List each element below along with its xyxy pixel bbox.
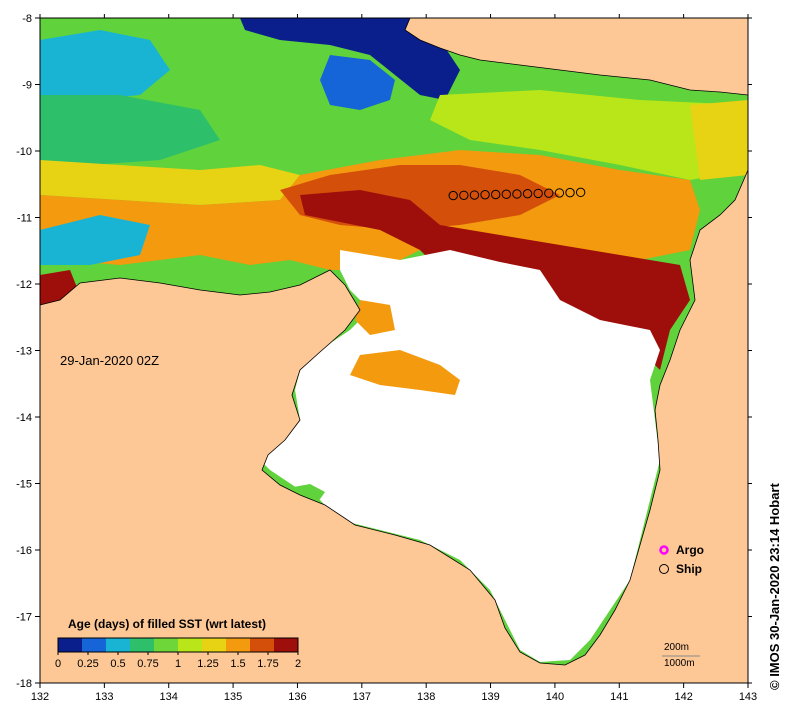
colorbar-swatch [130, 638, 155, 652]
y-axis: -8 -9 -10 -11 -12 -13 -14 -15 -16 -17 -18 [16, 13, 752, 690]
colorbar-label: 0.25 [77, 658, 98, 670]
y-tick-label: -9 [22, 80, 32, 92]
ship-track [448, 187, 586, 201]
colorbar-swatch [202, 638, 227, 652]
colorbar-swatch [154, 638, 179, 652]
land-new-guinea [404, 18, 748, 96]
y-tick-label: -18 [16, 678, 32, 690]
colorbar-label: 0 [55, 658, 61, 670]
x-tick-label: 133 [95, 691, 113, 703]
colorbar-label: 1 [175, 658, 181, 670]
colorbar-labels: 0 0.25 0.5 0.75 1 1.25 1.5 1.75 2 [55, 652, 301, 670]
y-tick-label: -11 [17, 213, 32, 225]
legend-argo-label: Argo [676, 543, 704, 557]
x-tick-label: 135 [224, 691, 242, 703]
y-tick-label: -13 [16, 346, 32, 358]
land-cape-york [40, 169, 748, 683]
ship-marker-icon [659, 564, 669, 574]
legend: Argo Ship [659, 543, 704, 576]
contour-200m-label: 200m [664, 642, 689, 653]
ship-position-marker [469, 190, 480, 200]
sst-band-yellow [40, 160, 300, 205]
y-tick-label: -15 [16, 479, 32, 491]
y-tick-label: -12 [16, 279, 32, 291]
colorbar-label: 0.75 [137, 658, 158, 670]
x-tick-label: 136 [288, 691, 306, 703]
sst-band-yellow-east [690, 100, 748, 180]
no-data-region [260, 250, 660, 662]
x-tick-label: 140 [546, 691, 564, 703]
x-tick-label: 139 [481, 691, 499, 703]
ship-position-marker [459, 190, 469, 200]
colorbar-title: Age (days) of filled SST (wrt latest) [68, 617, 266, 631]
y-tick-label: -8 [22, 13, 32, 25]
sst-band-lightgreen [430, 90, 748, 180]
sst-band-cyan-nw [40, 30, 170, 100]
x-axis: 132 133 134 135 136 137 138 139 140 141 142 143 [31, 14, 757, 703]
colorbar-label: 0.5 [110, 658, 125, 670]
credit-label: © IMOS 30-Jan-2020 23:14 Hobart [767, 483, 782, 690]
y-tick-label: -14 [16, 412, 32, 424]
sst-band-teal [40, 95, 220, 165]
plot-area [40, 18, 748, 683]
ship-position-marker [501, 189, 512, 199]
ship-position-marker [554, 188, 565, 198]
colorbar-swatches [58, 638, 299, 652]
legend-ship-label: Ship [676, 562, 702, 576]
sst-band-cyan-west [40, 215, 150, 265]
ship-position-marker [533, 188, 543, 199]
ship-position-marker [565, 187, 575, 198]
colorbar-label: 1.75 [257, 658, 278, 670]
y-tick-label: -16 [16, 545, 32, 557]
colorbar-swatch [274, 638, 299, 652]
ship-position-marker [448, 190, 458, 201]
colorbar-label: 1.25 [197, 658, 218, 670]
ship-position-marker [544, 188, 554, 198]
ship-position-marker [480, 190, 490, 200]
colorbar-swatch [106, 638, 131, 652]
colorbar-swatch [226, 638, 251, 652]
sst-patch-green [288, 484, 325, 502]
x-tick-label: 132 [31, 691, 49, 703]
colorbar-swatch [250, 638, 275, 652]
x-tick-label: 134 [160, 691, 178, 703]
x-tick-label: 142 [674, 691, 692, 703]
x-tick-label: 143 [739, 691, 757, 703]
colorbar-swatch [82, 638, 107, 652]
colorbar-swatch [178, 638, 203, 652]
y-tick-label: -17 [16, 612, 32, 624]
sst-band-blue [320, 55, 395, 110]
ship-position-marker [512, 189, 522, 199]
colorbar-label: 2 [295, 658, 301, 670]
sst-patch-orange-1 [350, 350, 460, 395]
colorbar-swatch [58, 638, 83, 652]
x-tick-label: 141 [610, 691, 628, 703]
depth-contour-legend: 200m 1000m [662, 642, 700, 669]
ship-position-marker [490, 189, 501, 200]
x-tick-label: 137 [353, 691, 371, 703]
x-tick-label: 138 [417, 691, 435, 703]
ship-position-marker [575, 187, 586, 198]
colorbar-label: 1.5 [230, 658, 245, 670]
sst-band-darkblue [240, 18, 460, 100]
sst-patch-orange-2 [355, 300, 395, 335]
y-tick-label: -10 [16, 146, 32, 158]
contour-1000m-label: 1000m [664, 658, 695, 669]
argo-marker-icon [659, 545, 669, 555]
timestamp-label: 29-Jan-2020 02Z [60, 353, 159, 368]
ship-position-marker [522, 188, 533, 199]
